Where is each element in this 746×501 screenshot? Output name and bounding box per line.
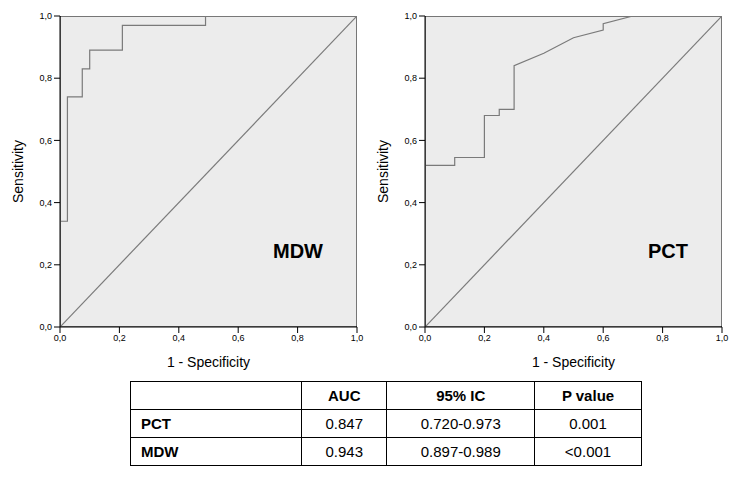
svg-text:Sensitivity: Sensitivity [375,140,391,203]
svg-text:0,4: 0,4 [39,198,52,208]
svg-text:0,8: 0,8 [39,73,52,83]
svg-text:0,2: 0,2 [113,333,126,343]
svg-text:0,0: 0,0 [39,322,52,332]
html-text:95% IC: 95% IC [436,387,486,404]
svg-text:0,0: 0,0 [54,333,67,343]
svg-text:0,4: 0,4 [538,333,551,343]
html-text:AUC: AUC [328,387,361,404]
html-text:<0.001: <0.001 [564,443,612,460]
html-text:0.001: 0.001 [569,415,607,432]
svg-text:0,2: 0,2 [478,333,491,343]
html-text:P value: P value [561,387,615,404]
svg-text:0,6: 0,6 [39,136,52,146]
html-text:MDW: MDW [141,443,179,460]
svg-text:0,8: 0,8 [404,73,417,83]
svg-text:0,4: 0,4 [173,333,186,343]
html-text:MDW: MDW [273,240,323,262]
svg-text:1,0: 1,0 [351,333,364,343]
html-text:PCT: PCT [648,240,688,262]
svg-text:0,2: 0,2 [404,260,417,270]
svg-text:0,4: 0,4 [404,198,417,208]
html-text:0.847: 0.847 [325,415,363,432]
svg-text:Sensitivity: Sensitivity [10,140,26,203]
svg-text:0,0: 0,0 [404,322,417,332]
svg-text:0,8: 0,8 [656,333,669,343]
html-text:0.720-0.973: 0.720-0.973 [420,415,501,432]
svg-text:0,6: 0,6 [404,136,417,146]
svg-text:1,0: 1,0 [716,333,729,343]
svg-text:0,2: 0,2 [39,260,52,270]
svg-text:0,6: 0,6 [232,333,245,343]
svg-text:1 - Specificity: 1 - Specificity [532,354,615,370]
svg-text:1,0: 1,0 [404,11,417,21]
html-text:PCT: PCT [141,415,171,432]
svg-text:0,0: 0,0 [419,333,432,343]
svg-text:0,6: 0,6 [597,333,610,343]
svg-text:1 - Specificity: 1 - Specificity [167,354,250,370]
svg-text:0,8: 0,8 [291,333,304,343]
html-text:0.897-0.989: 0.897-0.989 [420,443,501,460]
html-text:0.943: 0.943 [325,443,363,460]
svg-text:1,0: 1,0 [39,11,52,21]
